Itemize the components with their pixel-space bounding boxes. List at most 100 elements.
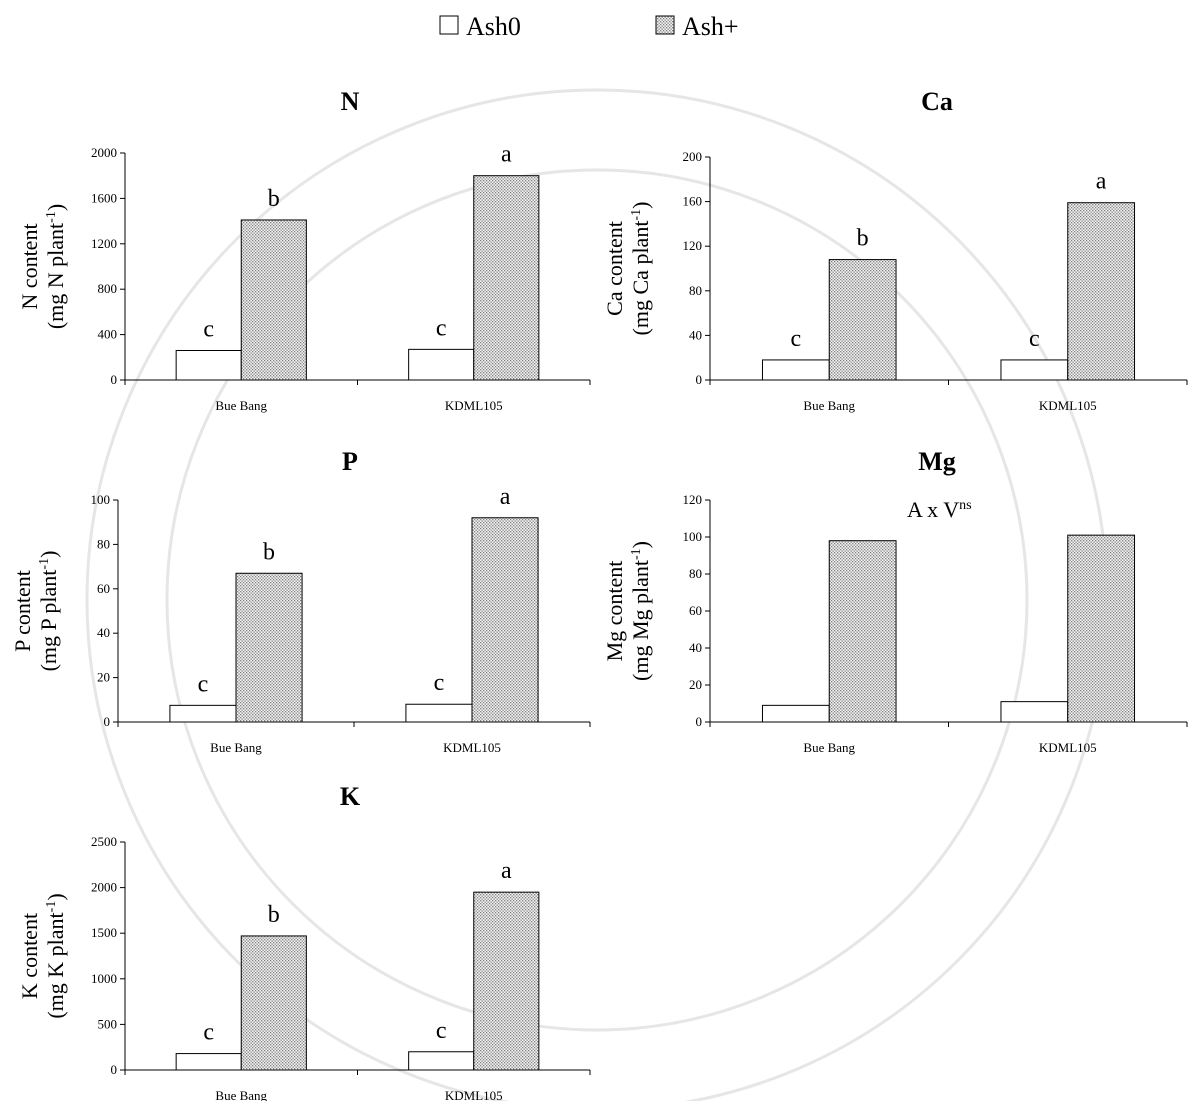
y-axis-label-part: )	[628, 202, 653, 209]
bar-letter: c	[434, 670, 445, 696]
y-axis-label: Ca content	[602, 221, 627, 316]
y-tick-label: 100	[91, 492, 111, 507]
legend-label: Ash0	[466, 12, 521, 41]
bar	[408, 348, 475, 381]
y-tick-label: 60	[689, 603, 702, 618]
bar	[828, 540, 897, 723]
y-axis-label: K content	[17, 913, 42, 999]
annotation-sup: ns	[959, 498, 971, 513]
y-tick-label: 100	[683, 529, 703, 544]
y-axis-label: P content	[10, 570, 35, 652]
bar	[473, 175, 540, 381]
bar-letter: c	[203, 1020, 214, 1046]
y-tick-label: 1200	[91, 236, 117, 251]
bar-letter: a	[1096, 169, 1107, 195]
annotation: A x Vns	[907, 497, 972, 522]
y-axis-label: (mg P plant-1)	[36, 551, 61, 672]
bar-letter: a	[501, 858, 512, 884]
bar-letter: c	[198, 671, 209, 697]
y-tick-label: 400	[98, 327, 118, 342]
y-axis-label-part: (mg Ca plant	[628, 221, 653, 336]
bar	[473, 891, 540, 1071]
y-tick-label: 60	[97, 581, 110, 596]
legend-label: Ash+	[682, 12, 739, 41]
y-tick-label: 160	[683, 194, 703, 209]
x-tick-label: Bue Bang	[215, 398, 267, 413]
chart-title: Ca	[921, 87, 953, 116]
y-tick-label: 1500	[91, 925, 117, 940]
y-tick-label: 0	[111, 1062, 118, 1077]
bar-letter: c	[436, 315, 447, 341]
bar	[1067, 534, 1136, 723]
y-axis-label-sup: -1	[44, 901, 59, 913]
bar	[1000, 701, 1069, 723]
y-axis-label: (mg Mg plant-1)	[628, 541, 653, 681]
y-axis-label-sup: -1	[37, 558, 52, 570]
y-axis-label-part: )	[628, 541, 653, 548]
y-tick-label: 80	[689, 283, 702, 298]
y-tick-label: 0	[111, 372, 118, 387]
y-tick-label: 80	[97, 536, 110, 551]
bar-letter: b	[268, 902, 280, 928]
y-tick-label: 40	[689, 327, 702, 342]
x-tick-label: Bue Bang	[210, 740, 262, 755]
y-axis-label: (mg Ca plant-1)	[628, 202, 653, 336]
y-tick-label: 2000	[91, 145, 117, 160]
y-tick-label: 40	[97, 625, 110, 640]
x-tick-label: Bue Bang	[803, 740, 855, 755]
bar	[405, 703, 473, 723]
bar	[761, 359, 830, 381]
bar-letter: a	[500, 484, 511, 510]
y-tick-label: 2000	[91, 880, 117, 895]
bar	[1000, 359, 1069, 381]
y-axis-label: (mg K plant-1)	[43, 893, 68, 1018]
y-axis-label-part: (mg P plant	[36, 570, 61, 672]
y-tick-label: 200	[683, 149, 703, 164]
y-tick-label: 800	[98, 281, 118, 296]
bar-letter: c	[203, 316, 214, 342]
y-tick-label: 1600	[91, 190, 117, 205]
y-axis-label-part: (mg N plant	[43, 223, 68, 329]
y-axis-label-sup: -1	[44, 211, 59, 223]
bar-letter: c	[1029, 326, 1040, 352]
chart-title: Mg	[918, 447, 956, 476]
bar	[240, 935, 307, 1071]
y-axis-label-sup: -1	[629, 209, 644, 221]
y-axis-label-part: (mg K plant	[43, 912, 68, 1018]
y-axis-label-part: )	[43, 204, 68, 211]
x-tick-label: Bue Bang	[803, 398, 855, 413]
bar	[175, 1053, 242, 1071]
y-axis-label: Mg content	[602, 561, 627, 662]
chart-title: P	[342, 447, 358, 476]
bar-letter: b	[263, 539, 275, 565]
y-tick-label: 40	[689, 640, 702, 655]
y-axis-label-part: )	[36, 551, 61, 558]
chart-title: K	[340, 782, 361, 811]
bar	[169, 704, 237, 723]
bar-letter: c	[436, 1018, 447, 1044]
x-tick-label: KDML105	[445, 1088, 503, 1101]
bar-letter: c	[791, 326, 802, 352]
y-tick-label: 20	[689, 677, 702, 692]
y-tick-label: 80	[689, 566, 702, 581]
bar	[175, 349, 242, 381]
bar	[828, 259, 897, 381]
bar	[1067, 202, 1136, 381]
legend-swatch	[439, 15, 459, 35]
bar	[240, 219, 307, 381]
y-axis-label-part: )	[43, 893, 68, 900]
y-axis-label-sup: -1	[629, 548, 644, 560]
bar	[471, 517, 539, 723]
bar	[235, 572, 303, 723]
chart-title: N	[341, 87, 360, 116]
y-tick-label: 500	[98, 1016, 118, 1031]
bar-letter: b	[268, 186, 280, 212]
bar-letter: b	[857, 226, 869, 252]
y-tick-label: 0	[104, 714, 111, 729]
bar	[408, 1051, 475, 1071]
x-tick-label: KDML105	[1039, 740, 1097, 755]
bar-letter: a	[501, 142, 512, 168]
y-tick-label: 0	[696, 714, 703, 729]
y-tick-label: 120	[683, 238, 703, 253]
y-axis-label-part: (mg Mg plant	[628, 560, 653, 681]
